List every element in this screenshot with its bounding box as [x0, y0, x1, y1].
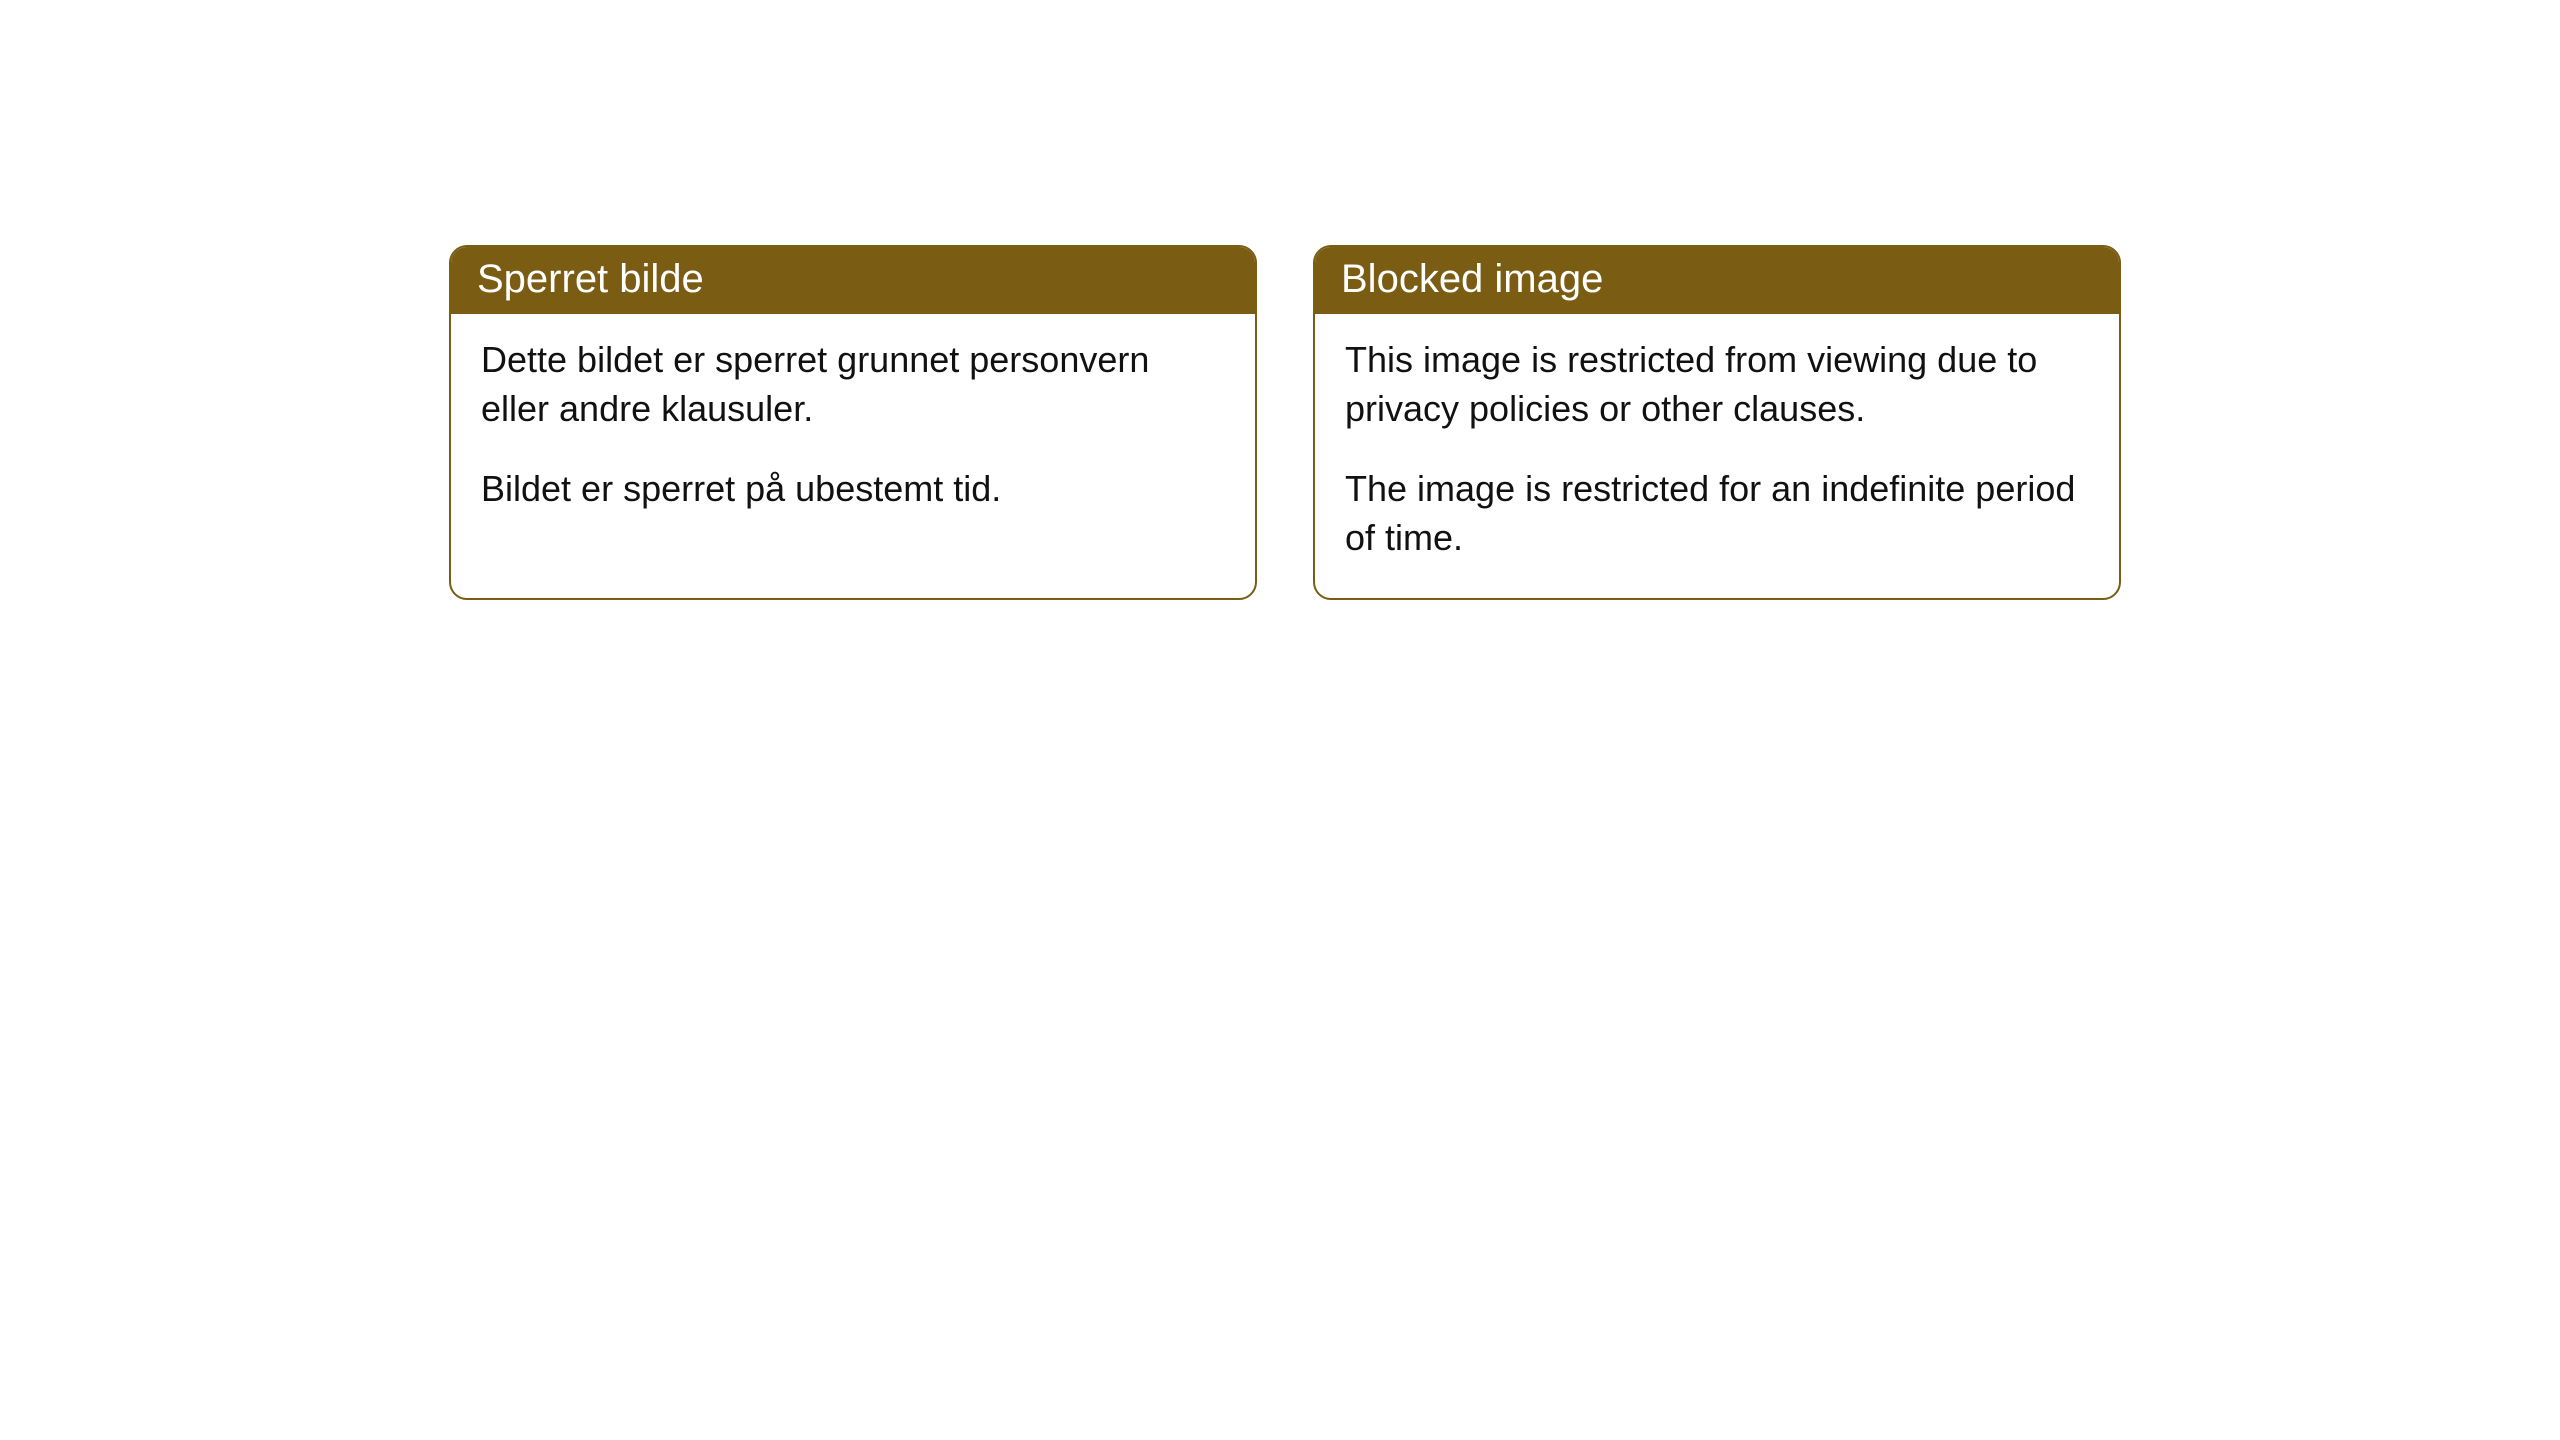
card-paragraph: Bildet er sperret på ubestemt tid. — [481, 465, 1225, 514]
card-norwegian: Sperret bilde Dette bildet er sperret gr… — [449, 245, 1257, 600]
card-paragraph: This image is restricted from viewing du… — [1345, 336, 2089, 433]
card-body-english: This image is restricted from viewing du… — [1315, 314, 2119, 598]
card-paragraph: Dette bildet er sperret grunnet personve… — [481, 336, 1225, 433]
card-paragraph: The image is restricted for an indefinit… — [1345, 465, 2089, 562]
card-body-norwegian: Dette bildet er sperret grunnet personve… — [451, 314, 1255, 550]
card-english: Blocked image This image is restricted f… — [1313, 245, 2121, 600]
card-header-english: Blocked image — [1315, 247, 2119, 314]
cards-container: Sperret bilde Dette bildet er sperret gr… — [449, 245, 2121, 600]
card-header-norwegian: Sperret bilde — [451, 247, 1255, 314]
